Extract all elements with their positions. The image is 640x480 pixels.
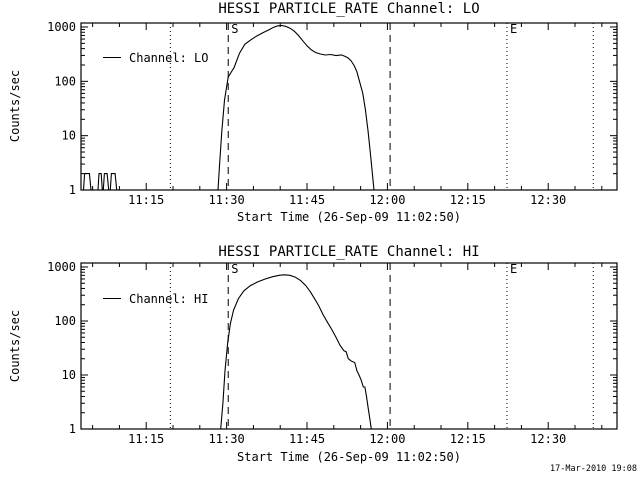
legend-line-sample-icon (103, 57, 121, 58)
x-tick-label: 11:15 (128, 432, 164, 446)
event-label: E (510, 262, 517, 276)
legend-label-hi: Channel: HI (129, 291, 209, 306)
event-label: E (510, 22, 517, 36)
x-tick-label: 12:00 (369, 193, 405, 207)
event-label: S (231, 22, 238, 36)
series-line (81, 274, 372, 430)
y-tick-label: 100 (54, 74, 76, 88)
y-tick-label: 10 (62, 129, 76, 143)
series-line (81, 24, 375, 191)
y-axis-label-hi: Counts/sec (8, 309, 22, 383)
chart-title-hi: HESSI PARTICLE_RATE Channel: HI (218, 244, 480, 260)
x-tick-label: 11:30 (209, 193, 245, 207)
chart-hi: S E 11:15 11:30 11:45 12:00 12:15 12:30 1 10 100 10… (47, 260, 618, 446)
x-axis-label-hi: Start Time (26-Sep-09 11:02:50) (237, 450, 461, 464)
y-tick-label: 1000 (47, 20, 76, 34)
creation-timestamp: 17-Mar-2010 19:08 (550, 464, 637, 474)
x-tick-label: 11:30 (209, 432, 245, 446)
chart-lo: S E 11:15 11:30 11:45 12:00 12:15 12:30 1 10 100 10… (47, 20, 618, 207)
x-tick-label: 12:30 (530, 432, 566, 446)
legend-line-sample-icon (103, 298, 121, 299)
x-tick-label: 12:30 (530, 193, 566, 207)
x-tick-label: 12:15 (450, 432, 486, 446)
x-tick-label: 12:00 (369, 432, 405, 446)
legend-hi: Channel: HI (103, 292, 208, 305)
legend-lo: Channel: LO (103, 51, 208, 64)
y-tick-label: 1 (69, 422, 76, 436)
event-label: S (231, 262, 238, 276)
x-tick-label: 11:45 (289, 193, 325, 207)
y-tick-label: 100 (54, 314, 76, 328)
y-tick-label: 1000 (47, 260, 76, 274)
x-tick-label: 11:15 (128, 193, 164, 207)
y-tick-label: 1 (69, 183, 76, 197)
x-tick-label: 11:45 (289, 432, 325, 446)
y-tick-label: 10 (62, 368, 76, 382)
plot-frame (80, 22, 618, 191)
legend-label-lo: Channel: LO (129, 50, 209, 65)
x-tick-label: 12:15 (450, 193, 486, 207)
y-axis-label-lo: Counts/sec (8, 69, 22, 143)
plot-frame (80, 262, 618, 430)
x-axis-label-lo: Start Time (26-Sep-09 11:02:50) (237, 210, 461, 224)
chart-title-lo: HESSI PARTICLE_RATE Channel: LO (218, 1, 480, 17)
